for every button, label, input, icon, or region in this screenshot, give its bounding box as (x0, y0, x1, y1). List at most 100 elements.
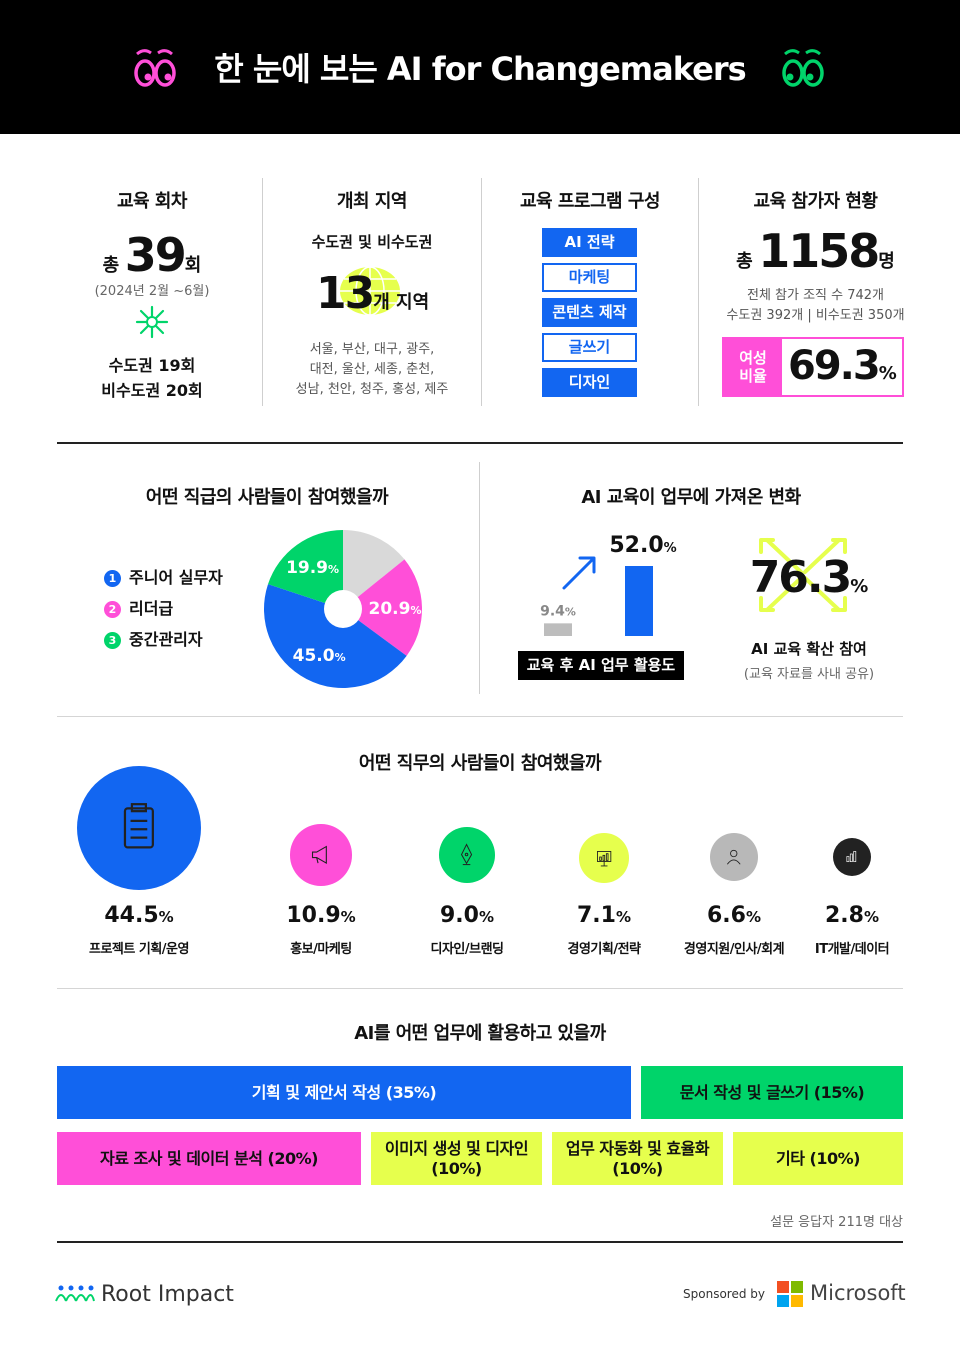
change-bar-chart: 9.4% 52.0% (540, 533, 677, 636)
change-bar-label: 9.4% (540, 603, 576, 619)
megaphone-icon (312, 845, 328, 865)
pie-label: 19.9% (286, 558, 339, 578)
sessions-title: 교육 회차 (116, 191, 188, 212)
eyes-icon (134, 49, 176, 87)
job-unit: % (863, 908, 879, 926)
rank-chart-title: 어떤 직급의 사람들이 참여했을까 (145, 487, 389, 508)
job-label: 경영지원/인사/회계 (683, 942, 785, 957)
eyes-icon (782, 49, 824, 87)
pie-slice (343, 559, 422, 656)
program-title: 교육 프로그램 구성 (519, 191, 661, 212)
job-value: 44.5% (104, 903, 174, 928)
participants-title: 교육 참가자 현황 (753, 191, 878, 212)
sessions-non-metro: 비수도권 20회 (101, 381, 203, 400)
pie-slice (343, 530, 405, 609)
legend-number: 3 (104, 632, 121, 649)
spread-sub: (교육 자료를 사내 공유) (743, 667, 875, 682)
sparkle-icon (135, 305, 169, 339)
trend-arrowhead (578, 556, 596, 574)
section-divider (57, 716, 903, 717)
regions-list-line: 대전, 울산, 세종, 춘천, (309, 362, 435, 377)
sponsor-name: Microsoft (810, 1281, 906, 1305)
person-icon (727, 850, 741, 865)
job-value: 7.1% (576, 903, 631, 928)
divider (481, 178, 482, 406)
job-bubble (290, 824, 352, 886)
section-divider (57, 442, 903, 444)
usage-box: 기타 (10%) (733, 1132, 903, 1185)
change-bar (544, 623, 572, 636)
usage-box: 자료 조사 및 데이터 분석 (20%) (57, 1132, 361, 1185)
job-label: IT개발/데이터 (814, 942, 890, 957)
female-ratio-label: 여성 비율 (724, 339, 782, 395)
program-item-writing: 글쓰기 (542, 333, 637, 362)
spread-number: 76.3 (749, 552, 853, 603)
total-value: 1158 (758, 224, 880, 278)
job-unit: % (340, 908, 356, 926)
female-unit: % (878, 363, 897, 384)
participants-total: 총 1158명 (699, 224, 932, 278)
participants-orgs-split: 수도권 392개 | 비수도권 350개 (726, 308, 905, 323)
usage-label-line: (10%) (612, 1158, 663, 1178)
divider (479, 462, 480, 694)
pie-hole (324, 590, 362, 628)
usage-label-line: (10%) (431, 1158, 482, 1178)
job-value: 2.8% (824, 903, 879, 928)
spread-label: AI 교육 확산 참여 (751, 640, 867, 658)
sponsored-by: Sponsored by (683, 1287, 765, 1301)
regions-title: 개최 지역 (336, 191, 408, 212)
legend-item: 3 중간관리자 (104, 626, 203, 650)
legend-item: 1 주니어 실무자 (104, 564, 223, 588)
usage-label: 이미지 생성 및 디자인 (10%) (385, 1139, 529, 1179)
usage-label: 자료 조사 및 데이터 분석 (20%) (100, 1149, 318, 1169)
clipboard-icon (123, 803, 155, 849)
usage-chart-title: AI를 어떤 업무에 활용하고 있을까 (354, 1023, 606, 1044)
job-bubble (833, 838, 871, 876)
sessions-period: (2024년 2월 ~6월) (94, 284, 210, 299)
total-suffix: 명 (878, 251, 895, 272)
pie-slice (264, 584, 407, 688)
globe-icon (340, 266, 400, 316)
change-bar-label: 52.0% (609, 533, 676, 558)
job-value: 9.0% (439, 903, 494, 928)
program-item-marketing: 마케팅 (542, 263, 637, 292)
divider (698, 178, 699, 406)
usage-label: 문서 작성 및 글쓰기 (15%) (680, 1083, 865, 1103)
sessions-total: 총 39회 (57, 228, 247, 282)
usage-label: 기타 (10%) (776, 1149, 860, 1169)
job-unit: % (478, 908, 494, 926)
total-prefix: 총 (736, 251, 753, 272)
expand-arrows-icon (759, 538, 847, 612)
total-suffix: 회 (184, 255, 202, 276)
brand-name: Root Impact (101, 1282, 234, 1307)
female-value: 69.3 (788, 343, 881, 389)
usage-label-line: 자료 조사 및 데이터 분석 (20%) (100, 1148, 318, 1168)
usage-label-line: 기획 및 제안서 작성 (35%) (251, 1082, 437, 1102)
job-unit: % (745, 908, 761, 926)
job-value: 6.6% (706, 903, 761, 928)
regions-subtitle: 수도권 및 비수도권 (311, 233, 433, 251)
regions-count: 13개 지역 (316, 268, 486, 319)
sessions-metro: 수도권 19회 (108, 356, 196, 375)
microsoft-logo-icon (777, 1281, 803, 1307)
usage-note: 설문 응답자 211명 대상 (770, 1215, 903, 1230)
spread-value: 76.3% (724, 552, 894, 603)
pen-nib-icon (461, 843, 473, 866)
regions-count-value: 13 (316, 268, 375, 319)
female-ratio-box: 여성 비율 69.3% (722, 337, 904, 397)
change-chart-title: AI 교육이 업무에 가져온 변화 (581, 487, 801, 508)
participants-orgs: 전체 참가 조직 수 742개 (746, 288, 885, 303)
root-impact-logo-icon (55, 1285, 95, 1302)
job-bubble (439, 827, 495, 883)
program-item-design: 디자인 (542, 368, 637, 397)
presentation-icon (596, 850, 612, 867)
regions-list: 서울, 부산, 대구, 광주, 대전, 울산, 세종, 춘천, 성남, 천안, … (263, 340, 481, 400)
usage-box: 기획 및 제안서 작성 (35%) (57, 1066, 631, 1119)
job-chart-title: 어떤 직무의 사람들이 참여했을까 (358, 753, 602, 774)
change-bar (625, 566, 653, 636)
spread-unit: % (850, 576, 869, 597)
job-label: 디자인/브랜딩 (430, 942, 504, 957)
pie-label: 45.0% (293, 646, 346, 666)
section-divider (57, 988, 903, 989)
regions-count-suffix: 개 지역 (373, 292, 430, 313)
